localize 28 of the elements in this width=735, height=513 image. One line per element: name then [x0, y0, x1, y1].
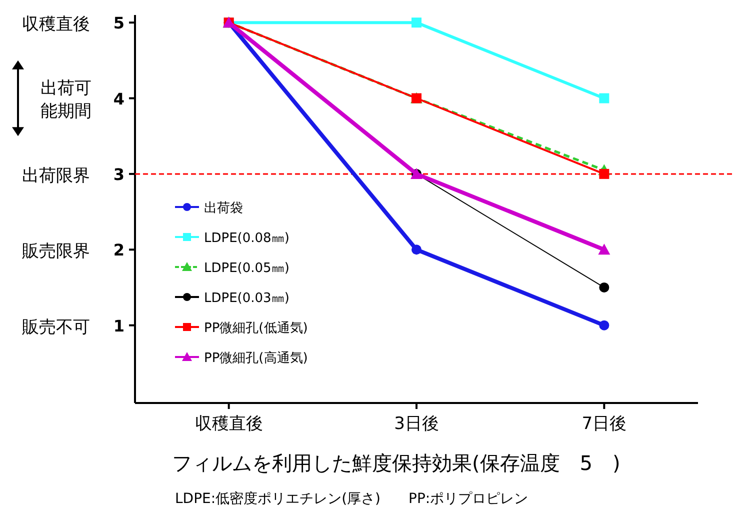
point: [412, 244, 422, 255]
text: LDPE:低密度ポリエチレン(厚さ) PP:ポリプロピレン: [175, 491, 528, 507]
point: [599, 168, 610, 179]
text: 出荷可能期間: [40, 78, 92, 122]
legend-label: LDPE(0.03㎜): [204, 291, 290, 306]
y-tick-label: 4: [113, 89, 125, 108]
point: [599, 93, 610, 104]
x-tick-label: 収穫直後: [194, 414, 263, 434]
legend-label: 出荷袋: [204, 201, 243, 216]
point: [598, 244, 610, 255]
point: [412, 18, 422, 28]
legend-label: PP微細孔(高通気): [204, 350, 308, 366]
text: 販売不可: [22, 317, 90, 338]
y-tick-label: 2: [113, 240, 125, 260]
legend-label: LDPE(0.08㎜): [204, 231, 290, 246]
y-tick-label: 1: [113, 316, 125, 336]
text: 収穫直後: [22, 14, 90, 35]
x-tick-label: 7日後: [582, 414, 627, 434]
point: [599, 282, 610, 292]
legend-label: LDPE(0.05㎜): [204, 261, 290, 276]
x-tick-label: 3日後: [394, 414, 439, 434]
y-tick-label: 3: [113, 164, 125, 184]
y-tick-label: 5: [113, 14, 125, 33]
legend-label: PP微細孔(低通気): [204, 321, 308, 336]
text: フィルムを利用した鮮度保持効果(保存温度 5 ): [172, 451, 620, 475]
text: 出荷限界: [22, 166, 90, 186]
point: [599, 320, 610, 330]
text: 販売限界: [22, 242, 90, 262]
